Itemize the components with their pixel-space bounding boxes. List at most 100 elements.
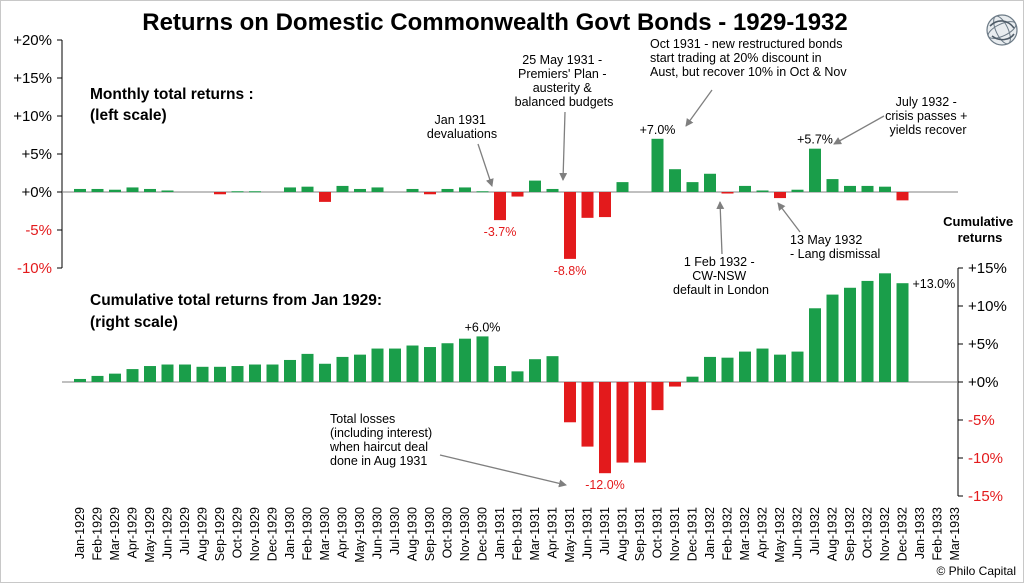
x-tick-label: Nov-1931 [668,507,682,561]
monthly-return-bar [651,138,664,192]
cumulative-return-bar [336,356,349,382]
x-tick-label: Apr-1929 [126,507,140,558]
cumulative-return-bar [126,369,139,382]
monthly-return-bar [126,187,139,192]
x-tick-label: Jan-1931 [493,507,507,559]
monthly-panel-label-line2: (left scale) [90,107,167,124]
cumulative-return-bar [459,338,471,382]
credit-text: © Philo Capital [936,564,1016,578]
x-tick-label: Jun-1931 [581,507,595,559]
x-tick-label: Oct-1929 [231,507,245,558]
annotation-line: - Lang dismissal [790,247,880,261]
monthly-return-bar [249,191,261,193]
x-tick-label: Apr-1932 [756,507,770,558]
annotation-oct-1931-restructured-bonds: Oct 1931 - new restructured bonds start … [650,37,847,79]
x-tick-label: Jul-1932 [808,507,822,555]
left-axis-tick-label: -5% [25,222,52,239]
left-axis: +20% +15% +10% +5% +0% -5% -10% [13,32,958,277]
cumulative-return-bar [494,366,506,382]
x-tick-label: Sep-1930 [423,507,437,561]
cumulative-return-bar [529,359,541,382]
cumulative-return-bar [599,382,611,474]
monthly-return-bar [511,192,524,197]
monthly-panel-label: Monthly total returns : (left scale) [90,86,258,124]
x-tick-label: May-1931 [563,507,577,563]
monthly-return-bar [109,189,121,192]
x-tick-label: Mar-1933 [948,507,962,561]
cumulative-return-bar [354,354,366,382]
bar-value-label: -8.8% [554,264,587,278]
monthly-return-bar [704,173,716,192]
chart-title: Returns on Domestic Commonwealth Govt Bo… [142,9,847,36]
x-tick-label: Sep-1932 [843,507,857,561]
monthly-return-bar [581,192,594,218]
arrow-total-losses [439,454,567,488]
x-tick-label: Apr-1930 [336,507,350,558]
monthly-return-bar [354,188,366,192]
cumulative-return-bar [441,343,454,382]
x-tick-label: Feb-1932 [721,507,735,561]
x-tick-label: Jan-1930 [283,507,297,559]
x-tick-label: Jun-1930 [371,507,385,559]
monthly-return-bar [809,148,821,192]
cumulative-return-bar [826,294,839,382]
monthly-return-bar [494,192,506,221]
cumulative-return-bar [756,348,769,382]
annotation-line: done in Aug 1931 [330,454,427,468]
left-axis-tick-label: +5% [22,146,52,163]
monthly-return-bar [844,185,856,192]
cumulative-return-bars [74,273,909,474]
monthly-return-bar [826,179,839,192]
cumulative-return-bar [214,366,226,382]
x-tick-label: May-1929 [143,507,157,563]
cumulative-return-bar [74,378,86,382]
cumulative-return-bar [161,364,174,382]
x-tick-label: Jan-1929 [73,507,87,559]
annotation-line: balanced budgets [515,95,614,109]
cumulative-return-bar [861,280,874,382]
x-tick-label: Feb-1930 [301,507,315,561]
cumulative-return-bar [406,345,419,382]
monthly-return-bar [599,192,611,218]
annotation-may-1932-lang-dismissal: 13 May 1932 - Lang dismissal [790,233,880,261]
annotation-line: (including interest) [330,426,432,440]
right-axis-title-line1: Cumulative [943,214,1013,229]
x-tick-label: Dec-1931 [686,507,700,561]
monthly-return-bar [546,188,559,192]
cumulative-panel-label-line1: Cumulative total returns from Jan 1929: [90,292,382,309]
annotation-line: austerity & [533,81,593,95]
monthly-return-bar [861,185,874,192]
cumulative-return-bar [704,356,716,382]
annotation-line: CW-NSW [692,269,746,283]
x-tick-label: Jan-1932 [703,507,717,559]
annotation-line: July 1932 - [896,95,957,109]
cumulative-return-bar [91,375,104,382]
arrow-lang-dismissal [777,202,801,233]
x-tick-label: Dec-1929 [266,507,280,561]
x-tick-label: Apr-1931 [546,507,560,558]
monthly-return-bar [459,187,471,192]
left-axis-tick-label: -10% [17,260,52,277]
cumulative-return-bar [231,366,244,382]
x-tick-label: May-1932 [773,507,787,563]
cumulative-return-bar [266,364,279,382]
x-tick-label: Feb-1933 [931,507,945,561]
philo-capital-globe-icon [986,14,1018,46]
annotation-line: start trading at 20% discount in [650,51,822,65]
cumulative-return-bar [424,347,436,382]
x-tick-label: Mar-1929 [108,507,122,561]
arrow-crisis-passes [833,115,885,145]
x-tick-label: Mar-1930 [318,507,332,561]
annotation-line: Total losses [330,412,395,426]
x-tick-label: Nov-1930 [458,507,472,561]
right-axis-tick-label: -5% [968,412,995,429]
x-tick-label: Jan-1933 [913,507,927,559]
x-tick-label: Dec-1930 [476,507,490,561]
annotation-jan-1931-devaluations: Jan 1931 devaluations [427,113,497,141]
x-tick-label: Aug-1931 [616,507,630,561]
annotation-line: devaluations [427,127,497,141]
monthly-return-bar [476,191,489,193]
x-tick-label: Jul-1931 [598,507,612,555]
cumulative-return-bar [721,357,734,382]
